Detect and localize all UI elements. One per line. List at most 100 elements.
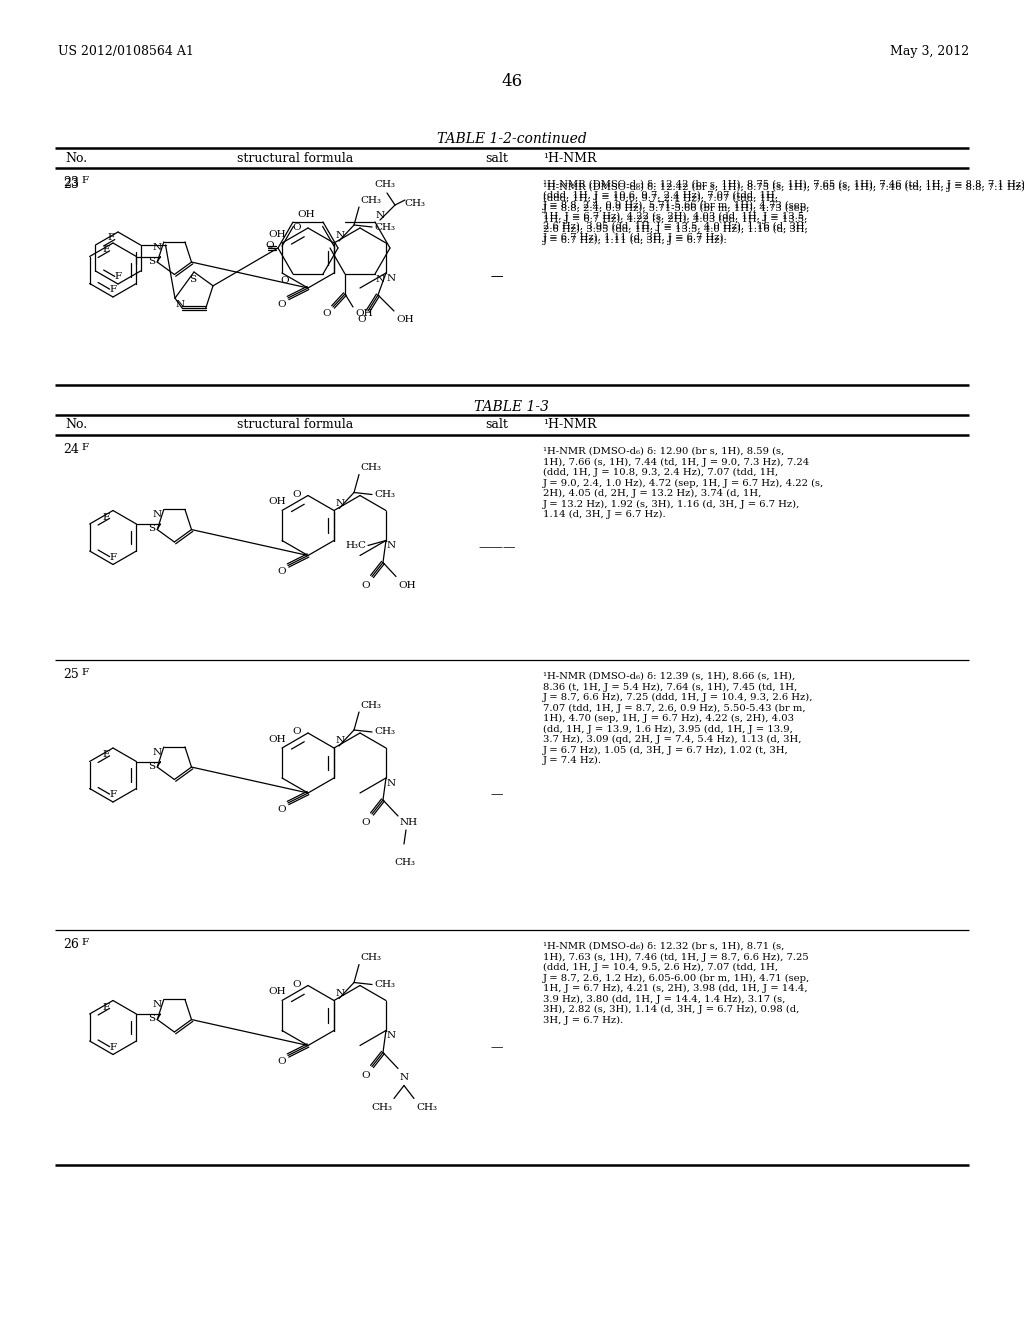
Text: N: N bbox=[153, 511, 162, 520]
Text: O: O bbox=[293, 979, 301, 989]
Text: N: N bbox=[387, 779, 396, 788]
Text: CH₃: CH₃ bbox=[360, 701, 381, 710]
Text: F: F bbox=[115, 272, 122, 281]
Text: 25: 25 bbox=[63, 668, 79, 681]
Text: F: F bbox=[81, 668, 88, 677]
Text: N: N bbox=[335, 231, 344, 240]
Text: No.: No. bbox=[65, 152, 87, 165]
Text: NH: NH bbox=[400, 818, 418, 828]
Text: 24: 24 bbox=[63, 444, 79, 455]
Text: OH: OH bbox=[268, 498, 286, 507]
Text: O: O bbox=[361, 1071, 370, 1080]
Text: 46: 46 bbox=[502, 74, 522, 91]
Text: —: — bbox=[490, 271, 503, 282]
Text: N: N bbox=[387, 1031, 396, 1040]
Text: May 3, 2012: May 3, 2012 bbox=[890, 45, 969, 58]
Text: N: N bbox=[400, 1072, 410, 1081]
Text: OH: OH bbox=[268, 230, 286, 239]
Text: F: F bbox=[81, 444, 88, 451]
Text: 23: 23 bbox=[63, 178, 79, 191]
Text: OH: OH bbox=[268, 735, 286, 744]
Text: N: N bbox=[153, 1001, 162, 1010]
Text: ———: ——— bbox=[478, 541, 516, 554]
Text: —: — bbox=[490, 1041, 503, 1053]
Text: O: O bbox=[265, 242, 274, 251]
Text: O: O bbox=[281, 276, 289, 285]
Text: No.: No. bbox=[65, 418, 87, 432]
Text: 26: 26 bbox=[63, 939, 79, 950]
Text: F: F bbox=[110, 553, 117, 561]
Text: structural formula: structural formula bbox=[237, 152, 353, 165]
Text: N: N bbox=[376, 275, 385, 284]
Text: F: F bbox=[102, 512, 110, 521]
Text: O: O bbox=[278, 300, 286, 309]
Text: ¹H-NMR (DMSO-d₆) δ: 12.90 (br s, 1H), 8.59 (s,
1H), 7.66 (s, 1H), 7.44 (td, 1H, : ¹H-NMR (DMSO-d₆) δ: 12.90 (br s, 1H), 8.… bbox=[543, 447, 824, 519]
Text: 23: 23 bbox=[63, 176, 79, 189]
Text: O: O bbox=[323, 309, 331, 318]
Text: O: O bbox=[293, 490, 301, 499]
Text: —: — bbox=[490, 788, 503, 801]
Text: CH₃: CH₃ bbox=[374, 490, 395, 499]
Text: CH₃: CH₃ bbox=[416, 1102, 437, 1111]
Text: F: F bbox=[102, 246, 110, 253]
Text: TABLE 1-3: TABLE 1-3 bbox=[474, 400, 550, 414]
Text: CH₃: CH₃ bbox=[360, 195, 381, 205]
Text: CH₃: CH₃ bbox=[375, 180, 395, 189]
Text: S: S bbox=[148, 524, 156, 533]
Text: OH: OH bbox=[355, 309, 373, 318]
Text: N: N bbox=[335, 737, 344, 744]
Text: O: O bbox=[293, 727, 301, 737]
Text: CH₃: CH₃ bbox=[360, 953, 381, 962]
Text: ¹H-NMR (DMSO-d₆) δ: 12.42 (br s, 1H), 8.75 (s, 1H), 7.65 (s, 1H), 7.46 (td, 1H, : ¹H-NMR (DMSO-d₆) δ: 12.42 (br s, 1H), 8.… bbox=[543, 180, 1024, 242]
Text: F: F bbox=[102, 750, 110, 759]
Text: OH: OH bbox=[268, 987, 286, 997]
Text: O: O bbox=[293, 223, 301, 231]
Text: CH₃: CH₃ bbox=[404, 198, 425, 207]
Text: N: N bbox=[387, 275, 396, 282]
Text: F: F bbox=[81, 176, 88, 185]
Text: OH: OH bbox=[398, 581, 416, 590]
Text: OH: OH bbox=[297, 210, 314, 219]
Text: F: F bbox=[81, 939, 88, 946]
Text: —: — bbox=[490, 271, 503, 284]
Text: O: O bbox=[278, 805, 286, 814]
Text: structural formula: structural formula bbox=[237, 418, 353, 432]
Text: ¹H-NMR (DMSO-d₆) δ: 12.42 (br s, 1H), 8.75 (s, 1H), 7.65 (s, 1H), 7.46 (td, 1H, : ¹H-NMR (DMSO-d₆) δ: 12.42 (br s, 1H), 8.… bbox=[543, 183, 1024, 246]
Text: OH: OH bbox=[396, 315, 414, 323]
Text: O: O bbox=[357, 315, 366, 323]
Text: S: S bbox=[148, 762, 156, 771]
Text: N: N bbox=[387, 541, 396, 550]
Text: US 2012/0108564 A1: US 2012/0108564 A1 bbox=[58, 45, 194, 58]
Text: F: F bbox=[110, 1043, 117, 1052]
Text: N: N bbox=[153, 748, 162, 756]
Text: salt: salt bbox=[485, 152, 509, 165]
Text: F: F bbox=[110, 789, 117, 799]
Text: N: N bbox=[176, 300, 185, 309]
Text: N: N bbox=[376, 211, 385, 220]
Text: O: O bbox=[361, 581, 370, 590]
Text: ¹H-NMR (DMSO-d₆) δ: 12.32 (br s, 1H), 8.71 (s,
1H), 7.63 (s, 1H), 7.46 (td, 1H, : ¹H-NMR (DMSO-d₆) δ: 12.32 (br s, 1H), 8.… bbox=[543, 942, 810, 1024]
Text: CH₃: CH₃ bbox=[371, 1102, 392, 1111]
Text: TABLE 1-2-continued: TABLE 1-2-continued bbox=[437, 132, 587, 147]
Text: S: S bbox=[148, 1014, 156, 1023]
Text: ¹H-NMR: ¹H-NMR bbox=[543, 418, 597, 432]
Text: O: O bbox=[361, 818, 370, 828]
Text: F: F bbox=[110, 285, 117, 294]
Text: CH₃: CH₃ bbox=[374, 979, 395, 989]
Text: S: S bbox=[148, 256, 156, 265]
Text: N: N bbox=[153, 243, 162, 252]
Text: CH₃: CH₃ bbox=[360, 463, 381, 473]
Text: ¹H-NMR: ¹H-NMR bbox=[543, 152, 597, 165]
Text: F: F bbox=[108, 234, 115, 242]
Text: O: O bbox=[278, 1057, 286, 1067]
Text: salt: salt bbox=[485, 418, 509, 432]
Text: N: N bbox=[335, 499, 344, 507]
Text: ¹H-NMR (DMSO-d₆) δ: 12.39 (s, 1H), 8.66 (s, 1H),
8.36 (t, 1H, J = 5.4 Hz), 7.64 : ¹H-NMR (DMSO-d₆) δ: 12.39 (s, 1H), 8.66 … bbox=[543, 672, 813, 766]
Text: O: O bbox=[278, 568, 286, 577]
Text: H₃C: H₃C bbox=[345, 541, 366, 550]
Text: CH₃: CH₃ bbox=[394, 858, 416, 867]
Text: S: S bbox=[189, 275, 197, 284]
Text: CH₃: CH₃ bbox=[374, 727, 395, 737]
Text: F: F bbox=[102, 1002, 110, 1011]
Text: N: N bbox=[335, 989, 344, 998]
